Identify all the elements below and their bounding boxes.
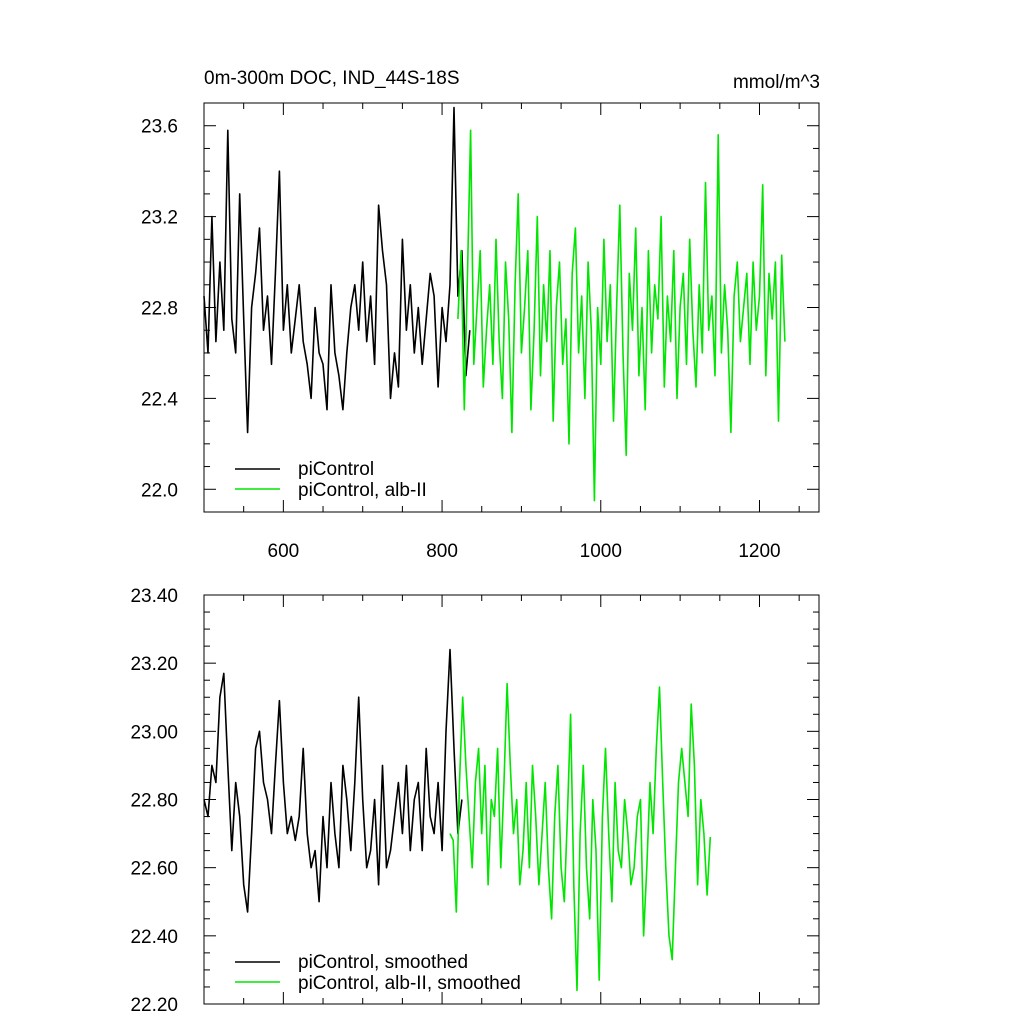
legend-label-picontrol: piControl xyxy=(298,459,374,480)
x-tick-label: 800 xyxy=(426,541,458,562)
y-tick-label: 23.00 xyxy=(130,722,178,743)
top-series-lines xyxy=(203,106,786,502)
bottom-panel: 22.20 22.40 22.60 22.80 23.00 23.20 23.40 piCo… xyxy=(130,586,820,1016)
y-tick-label: 22.4 xyxy=(141,389,178,410)
y-tick-label: 22.80 xyxy=(130,791,178,812)
bottom-series-lines xyxy=(203,648,712,992)
top-chart-units: mmol/m^3 xyxy=(733,72,820,93)
series-line-alb-ii xyxy=(457,129,786,502)
x-tick-label: 600 xyxy=(268,541,300,562)
top-panel: 0m-300m DOC, IND_44S-18S mmol/m^3 22.022… xyxy=(141,68,820,562)
y-tick-label: 22.8 xyxy=(141,299,178,320)
top-plot-frame xyxy=(203,102,820,513)
y-tick-label: 22.60 xyxy=(130,859,178,880)
y-tick-label: 22.20 xyxy=(130,995,178,1016)
series-line-alb-ii-smoothed xyxy=(449,682,712,992)
legend-label-alb-ii-smoothed: piControl, alb-II, smoothed xyxy=(298,973,521,994)
top-legend: piControl piControl, alb-II xyxy=(235,459,427,501)
series-line-picontrol xyxy=(203,106,471,434)
y-tick-label: 22.0 xyxy=(141,480,178,501)
top-chart-title: 0m-300m DOC, IND_44S-18S xyxy=(204,68,460,89)
legend-label-alb-ii: piControl, alb-II xyxy=(298,480,427,501)
y-tick-label: 23.2 xyxy=(141,208,178,229)
top-axis-ticks: 22.0 22.4 22.8 23.2 23.6 600 800 1000 1200 xyxy=(141,102,819,562)
series-line-picontrol-smoothed xyxy=(203,648,463,913)
bottom-legend: piControl, smoothed piControl, alb-II, s… xyxy=(235,952,521,994)
y-tick-label: 22.40 xyxy=(130,927,178,948)
bottom-plot-frame xyxy=(203,594,820,1005)
y-tick-label: 23.6 xyxy=(141,117,178,138)
legend-label-picontrol-smoothed: piControl, smoothed xyxy=(298,952,468,973)
x-tick-label: 1000 xyxy=(580,541,622,562)
y-tick-label: 23.20 xyxy=(130,654,178,675)
y-tick-label: 23.40 xyxy=(130,586,178,607)
x-tick-label: 1200 xyxy=(738,541,780,562)
